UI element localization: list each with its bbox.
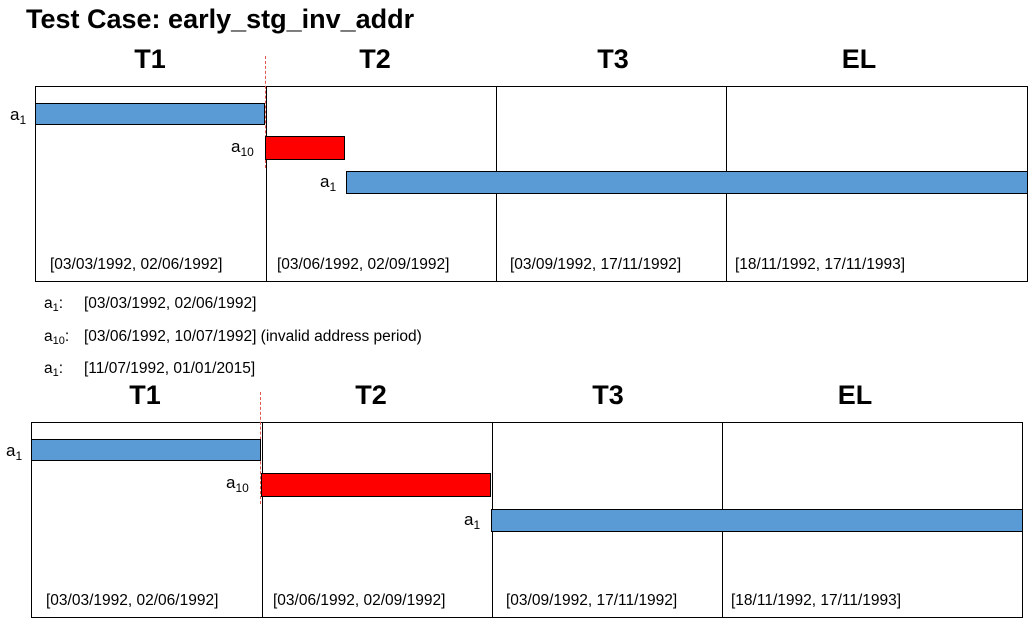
period-label-el: [18/11/1992, 17/11/1993] [735, 256, 906, 273]
column-header-el: EL [837, 380, 873, 410]
column-header-t3: T3 [597, 44, 629, 74]
period-label-t2: [03/06/1992, 02/09/1992] [277, 256, 450, 273]
bar-label-a1: a1 [6, 441, 23, 463]
period-label-t3: [03/09/1992, 17/11/1992] [506, 592, 678, 609]
period-label-t1: [03/03/1992, 02/06/1992] [50, 256, 223, 273]
address-bar-a1-first [35, 103, 265, 125]
bar-label-a10: a10 [226, 473, 249, 495]
column-header-t1: T1 [129, 380, 161, 410]
period-label-t3: [03/09/1992, 17/11/1992] [510, 256, 682, 273]
address-bar-a10-invalid [261, 473, 491, 497]
period-label-t2: [03/06/1992, 02/09/1992] [273, 592, 446, 609]
period-label-t1: [03/03/1992, 02/06/1992] [46, 592, 219, 609]
period-divider [266, 87, 267, 281]
column-header-t3: T3 [592, 380, 624, 410]
address-bar-a1-second [491, 509, 1023, 532]
column-header-t2: T2 [359, 44, 391, 74]
column-header-el: EL [841, 44, 877, 74]
bar-label-a10: a10 [231, 137, 254, 159]
page-title: Test Case: early_stg_inv_addr [26, 4, 415, 34]
column-header-t1: T1 [134, 44, 166, 74]
address-bar-a1-second [346, 171, 1028, 194]
note-row: a1: [11/07/1992, 01/01/2015] [44, 360, 256, 379]
bar-label-a1: a1 [10, 105, 27, 127]
address-notes: a1: [03/03/1992, 02/06/1992] a10: [03/06/1… [44, 290, 422, 388]
bar-label-a1: a1 [320, 172, 337, 194]
period-label-el: [18/11/1992, 17/11/1993] [731, 592, 902, 609]
split-marker-line [265, 56, 266, 168]
note-row: a1: [03/03/1992, 02/06/1992] [44, 295, 257, 314]
note-row: a10: [03/06/1992, 10/07/1992] (invalid ad… [44, 327, 422, 347]
bar-label-a1: a1 [464, 510, 481, 532]
address-bar-a10-invalid [265, 136, 345, 160]
address-bar-a1-first [31, 439, 261, 461]
period-divider [262, 423, 263, 617]
column-header-t2: T2 [355, 380, 387, 410]
